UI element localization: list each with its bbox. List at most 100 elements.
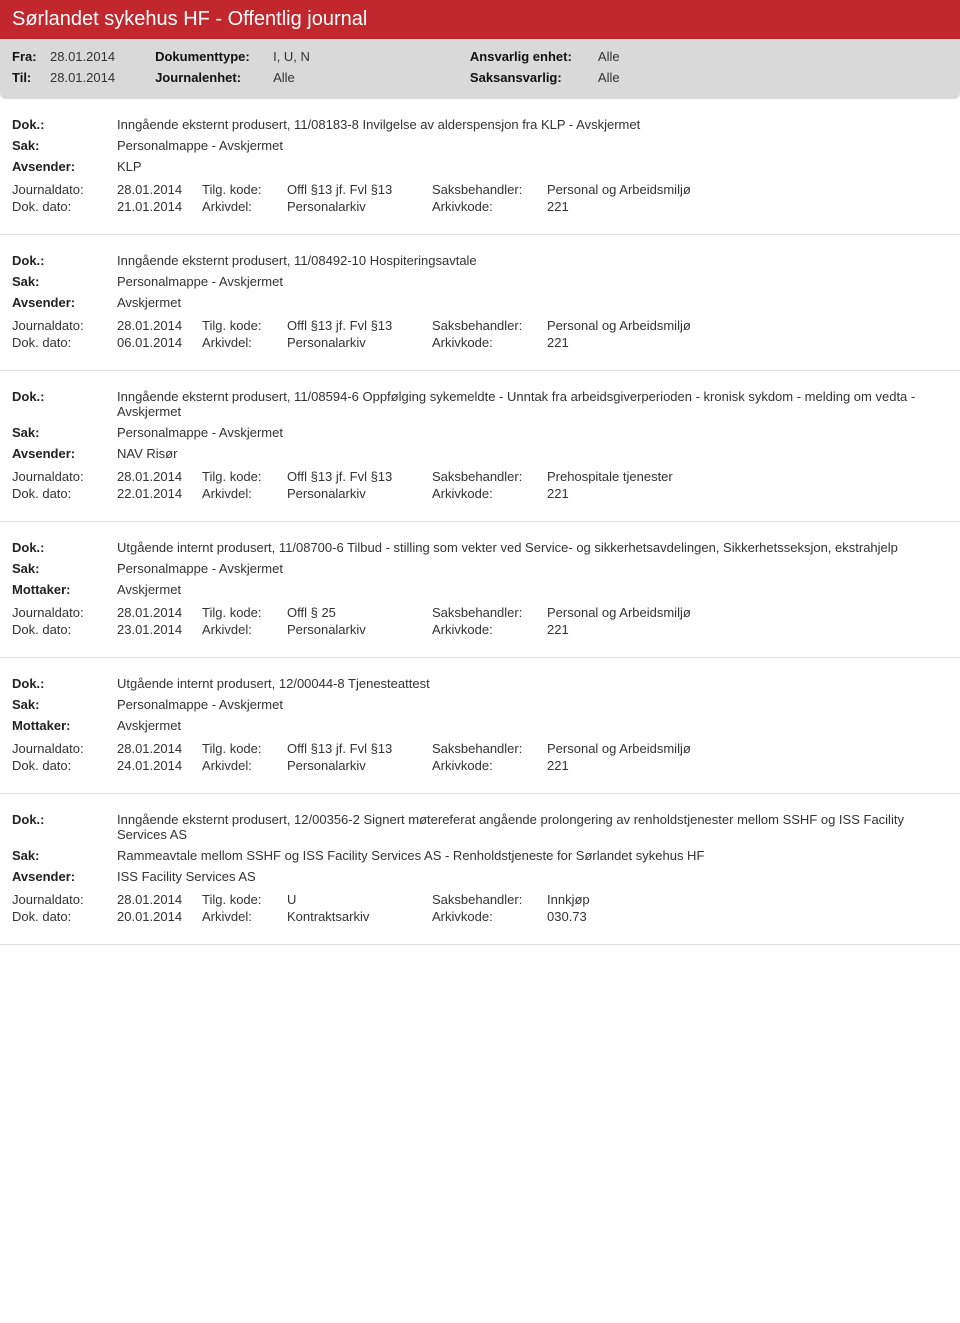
tilgkode-label: Tilg. kode: bbox=[202, 892, 287, 907]
sak-label: Sak: bbox=[12, 138, 117, 153]
entry-list: Dok.: Inngående eksternt produsert, 11/0… bbox=[0, 99, 960, 945]
arkivdel-value: Personalarkiv bbox=[287, 199, 432, 214]
tilgkode-value: Offl §13 jf. Fvl §13 bbox=[287, 469, 432, 484]
party-value: Avskjermet bbox=[117, 295, 181, 310]
page-title: Sørlandet sykehus HF - Offentlig journal bbox=[12, 8, 367, 30]
tilgkode-value: Offl §13 jf. Fvl §13 bbox=[287, 318, 432, 333]
saksbehandler-label: Saksbehandler: bbox=[432, 741, 547, 756]
sak-label: Sak: bbox=[12, 848, 117, 863]
dok-label: Dok.: bbox=[12, 812, 117, 827]
saksansvarlig-value: Alle bbox=[598, 70, 620, 85]
arkivdel-label: Arkivdel: bbox=[202, 909, 287, 924]
arkivkode-value: 221 bbox=[547, 622, 747, 637]
arkivkode-label: Arkivkode: bbox=[432, 199, 547, 214]
til-label: Til: bbox=[12, 70, 42, 85]
dokdato-value: 21.01.2014 bbox=[117, 199, 202, 214]
tilgkode-value: U bbox=[287, 892, 432, 907]
saksansvarlig-label: Saksansvarlig: bbox=[470, 70, 590, 85]
arkivkode-value: 221 bbox=[547, 199, 747, 214]
sak-value: Rammeavtale mellom SSHF og ISS Facility … bbox=[117, 848, 704, 863]
journal-entry: Dok.: Utgående internt produsert, 11/087… bbox=[0, 522, 960, 658]
tilgkode-label: Tilg. kode: bbox=[202, 741, 287, 756]
arkivkode-label: Arkivkode: bbox=[432, 486, 547, 501]
tilgkode-value: Offl §13 jf. Fvl §13 bbox=[287, 741, 432, 756]
saksbehandler-label: Saksbehandler: bbox=[432, 182, 547, 197]
tilgkode-label: Tilg. kode: bbox=[202, 318, 287, 333]
dokdato-label: Dok. dato: bbox=[12, 335, 117, 350]
party-value: Avskjermet bbox=[117, 582, 181, 597]
journaldato-label: Journaldato: bbox=[12, 182, 117, 197]
sak-value: Personalmappe - Avskjermet bbox=[117, 561, 283, 576]
arkivkode-value: 221 bbox=[547, 758, 747, 773]
saksbehandler-label: Saksbehandler: bbox=[432, 469, 547, 484]
arkivkode-label: Arkivkode: bbox=[432, 909, 547, 924]
sak-label: Sak: bbox=[12, 697, 117, 712]
journaldato-value: 28.01.2014 bbox=[117, 605, 202, 620]
journal-entry: Dok.: Inngående eksternt produsert, 11/0… bbox=[0, 371, 960, 522]
saksbehandler-value: Personal og Arbeidsmiljø bbox=[547, 182, 747, 197]
til-value: 28.01.2014 bbox=[50, 70, 115, 85]
arkivkode-label: Arkivkode: bbox=[432, 758, 547, 773]
sak-value: Personalmappe - Avskjermet bbox=[117, 274, 283, 289]
arkivkode-label: Arkivkode: bbox=[432, 622, 547, 637]
dok-value: Utgående internt produsert, 11/08700-6 T… bbox=[117, 540, 898, 555]
journaldato-value: 28.01.2014 bbox=[117, 892, 202, 907]
saksbehandler-value: Personal og Arbeidsmiljø bbox=[547, 605, 747, 620]
journaldato-value: 28.01.2014 bbox=[117, 182, 202, 197]
arkivkode-value: 030.73 bbox=[547, 909, 747, 924]
filter-col-type: Dokumenttype: I, U, N Journalenhet: Alle bbox=[155, 49, 310, 85]
dok-label: Dok.: bbox=[12, 117, 117, 132]
tilgkode-label: Tilg. kode: bbox=[202, 182, 287, 197]
sak-value: Personalmappe - Avskjermet bbox=[117, 697, 283, 712]
arkivdel-label: Arkivdel: bbox=[202, 486, 287, 501]
party-value: Avskjermet bbox=[117, 718, 181, 733]
journaldato-label: Journaldato: bbox=[12, 605, 117, 620]
dok-value: Inngående eksternt produsert, 11/08594-6… bbox=[117, 389, 948, 419]
party-label: Avsender: bbox=[12, 159, 117, 174]
arkivdel-label: Arkivdel: bbox=[202, 335, 287, 350]
dokdato-value: 20.01.2014 bbox=[117, 909, 202, 924]
page-header: Sørlandet sykehus HF - Offentlig journal bbox=[0, 0, 960, 39]
journaldato-label: Journaldato: bbox=[12, 741, 117, 756]
sak-value: Personalmappe - Avskjermet bbox=[117, 138, 283, 153]
doktype-value: I, U, N bbox=[273, 49, 310, 64]
journaldato-label: Journaldato: bbox=[12, 892, 117, 907]
party-label: Mottaker: bbox=[12, 718, 117, 733]
dok-value: Inngående eksternt produsert, 11/08492-1… bbox=[117, 253, 477, 268]
dok-value: Inngående eksternt produsert, 12/00356-2… bbox=[117, 812, 948, 842]
dok-label: Dok.: bbox=[12, 253, 117, 268]
saksbehandler-label: Saksbehandler: bbox=[432, 892, 547, 907]
tilgkode-label: Tilg. kode: bbox=[202, 469, 287, 484]
journaldato-value: 28.01.2014 bbox=[117, 741, 202, 756]
doktype-label: Dokumenttype: bbox=[155, 49, 265, 64]
dokdato-label: Dok. dato: bbox=[12, 909, 117, 924]
dokdato-value: 23.01.2014 bbox=[117, 622, 202, 637]
saksbehandler-label: Saksbehandler: bbox=[432, 605, 547, 620]
tilgkode-value: Offl §13 jf. Fvl §13 bbox=[287, 182, 432, 197]
arkivdel-value: Personalarkiv bbox=[287, 486, 432, 501]
journal-entry: Dok.: Inngående eksternt produsert, 11/0… bbox=[0, 235, 960, 371]
journal-entry: Dok.: Inngående eksternt produsert, 11/0… bbox=[0, 99, 960, 235]
arkivkode-label: Arkivkode: bbox=[432, 335, 547, 350]
arkivdel-value: Personalarkiv bbox=[287, 335, 432, 350]
journalenhet-label: Journalenhet: bbox=[155, 70, 265, 85]
sak-label: Sak: bbox=[12, 425, 117, 440]
journaldato-value: 28.01.2014 bbox=[117, 318, 202, 333]
dokdato-label: Dok. dato: bbox=[12, 199, 117, 214]
sak-label: Sak: bbox=[12, 561, 117, 576]
saksbehandler-value: Personal og Arbeidsmiljø bbox=[547, 318, 747, 333]
arkivkode-value: 221 bbox=[547, 335, 747, 350]
journal-entry: Dok.: Inngående eksternt produsert, 12/0… bbox=[0, 794, 960, 945]
filter-col-resp: Ansvarlig enhet: Alle Saksansvarlig: All… bbox=[470, 49, 620, 85]
arkivdel-value: Personalarkiv bbox=[287, 622, 432, 637]
journaldato-label: Journaldato: bbox=[12, 469, 117, 484]
ansvarlig-value: Alle bbox=[598, 49, 620, 64]
journaldato-label: Journaldato: bbox=[12, 318, 117, 333]
sak-value: Personalmappe - Avskjermet bbox=[117, 425, 283, 440]
arkivdel-label: Arkivdel: bbox=[202, 199, 287, 214]
saksbehandler-value: Personal og Arbeidsmiljø bbox=[547, 741, 747, 756]
fra-value: 28.01.2014 bbox=[50, 49, 115, 64]
party-value: ISS Facility Services AS bbox=[117, 869, 256, 884]
dokdato-value: 06.01.2014 bbox=[117, 335, 202, 350]
arkivdel-label: Arkivdel: bbox=[202, 758, 287, 773]
